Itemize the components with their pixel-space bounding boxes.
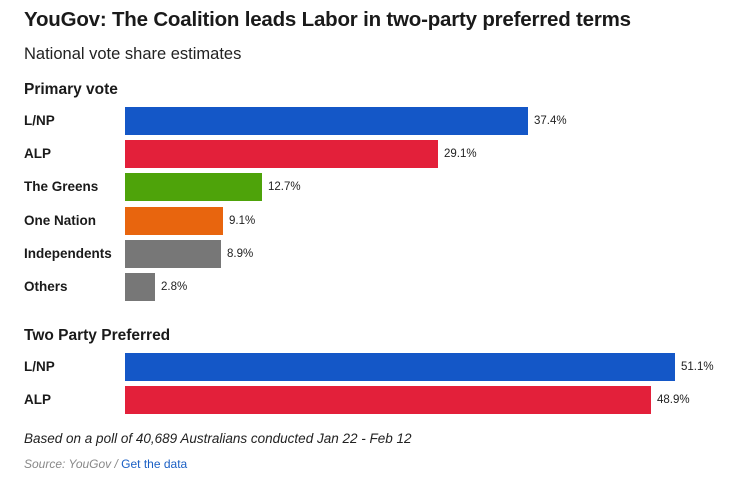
two-party-preferred-heading: Two Party Preferred: [24, 327, 171, 344]
tpp-value-l-np: 51.1%: [681, 361, 714, 373]
chart-subtitle: National vote share estimates: [24, 45, 242, 63]
primary-label-others: Others: [24, 279, 68, 294]
tpp-bar-alp[interactable]: [125, 386, 651, 414]
primary-value-l-np: 37.4%: [534, 115, 567, 127]
primary-value-independents: 8.9%: [227, 247, 254, 260]
primary-vote-heading: Primary vote: [24, 81, 118, 98]
primary-bar-alp[interactable]: [125, 140, 438, 169]
primary-value-alp: 29.1%: [444, 148, 477, 161]
primary-bar-independents[interactable]: [125, 239, 221, 268]
chart-title: YouGov: The Coalition leads Labor in two…: [24, 8, 631, 31]
tpp-label-alp: ALP: [24, 392, 51, 407]
tpp-value-alp: 48.9%: [657, 394, 690, 406]
primary-bar-the-greens[interactable]: [125, 173, 262, 202]
primary-label-the-greens: The Greens: [24, 179, 99, 195]
primary-value-the-greens: 12.7%: [268, 181, 301, 194]
primary-bar-l-np[interactable]: [125, 107, 528, 135]
primary-value-one-nation: 9.1%: [229, 214, 256, 227]
primary-label-one-nation: One Nation: [24, 212, 97, 228]
primary-value-others: 2.8%: [161, 281, 188, 293]
primary-bar-one-nation[interactable]: [125, 206, 223, 235]
primary-label-alp: ALP: [24, 146, 51, 162]
tpp-bar-l-np[interactable]: [125, 353, 675, 381]
source-line: Source: YouGov / Get the data: [24, 457, 187, 471]
source-text: Source: YouGov /: [24, 457, 122, 471]
primary-label-independents: Independents: [24, 245, 112, 261]
tpp-label-l-np: L/NP: [24, 359, 55, 374]
primary-bar-others[interactable]: [125, 273, 155, 301]
get-the-data-link[interactable]: Get the data: [121, 457, 188, 471]
primary-label-l-np: L/NP: [24, 113, 55, 128]
poll-note: Based on a poll of 40,689 Australians co…: [24, 431, 412, 446]
